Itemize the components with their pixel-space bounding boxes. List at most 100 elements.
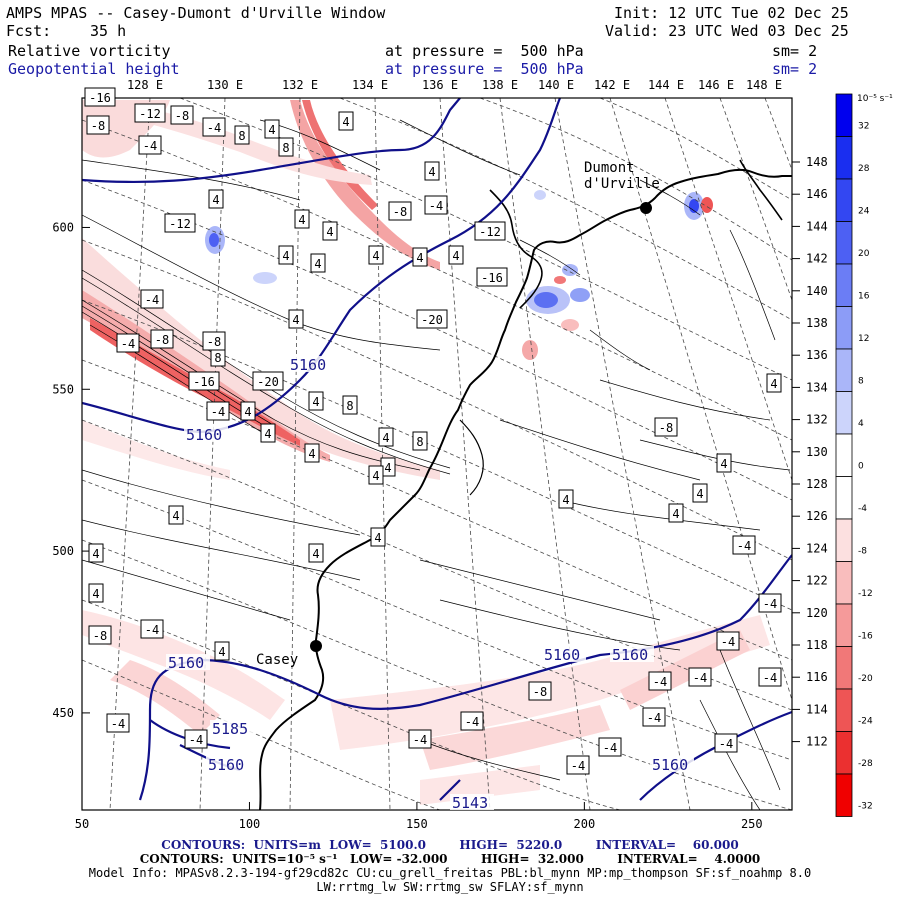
vorticity-contour-label: -4	[693, 671, 707, 685]
vorticity-contour-label: -4	[763, 597, 777, 611]
right-axis-label: 142 E	[806, 252, 842, 266]
vorticity-label-box	[168, 505, 184, 525]
vorticity-contour-label: 4	[372, 469, 379, 483]
vorticity-label-box	[170, 105, 194, 125]
vorticity-contour-label: 4	[314, 257, 321, 271]
height-contour-label: 5160	[612, 646, 648, 664]
vorticity-contour-label: 4	[384, 461, 391, 475]
longitude-label: 138 E	[482, 78, 518, 92]
x-tick-label: 200	[574, 817, 596, 831]
vorticity-contour-label: 4	[326, 225, 333, 239]
footer-height-contours: CONTOURS: UNITS=m LOW= 5100.0 HIGH= 5220…	[161, 838, 739, 852]
vorticity-label-box	[692, 483, 708, 503]
x-axis: 50 100 150 200 250	[75, 802, 763, 831]
right-axis-label: 130 E	[806, 445, 842, 459]
vorticity-label-box	[368, 465, 384, 485]
colorbar-label: 28	[858, 164, 870, 174]
valid-time: Valid: 23 UTC Wed 03 Dec 25	[605, 22, 849, 40]
height-contour-label: 5160	[544, 646, 580, 664]
vorticity-label-box	[150, 329, 174, 349]
vorticity-label-box	[598, 737, 622, 757]
colorbar-swatch	[835, 391, 853, 435]
vorticity-contour-label: 4	[244, 405, 251, 419]
right-axis-label: 132 E	[806, 413, 842, 427]
vorticity-contour-label: -12	[169, 217, 191, 231]
colorbar-swatch	[835, 476, 853, 520]
station-label: Dumont	[584, 160, 635, 176]
right-axis-label: 116 E	[806, 670, 842, 684]
station-label: Casey	[256, 652, 298, 668]
height-contour-label: 5160	[168, 654, 204, 672]
colorbar-label: 4	[858, 419, 864, 429]
vorticity-contour-label: 4	[672, 507, 679, 521]
y-axis: 450 500 550 600	[52, 220, 90, 720]
footer-vorticity-contours: CONTOURS: UNITS=10⁻⁵ s⁻¹ LOW= -32.000 HI…	[139, 852, 761, 866]
vorticity-contour-label: -8	[155, 333, 169, 347]
longitude-label: 132 E	[282, 78, 318, 92]
colorbar-swatch	[835, 773, 853, 817]
vorticity-contour-label: 4	[308, 447, 315, 461]
vorticity-label-box	[412, 431, 428, 451]
colorbar-label: -24	[858, 717, 873, 727]
right-axis-label: 128 E	[806, 477, 842, 491]
x-tick-label: 250	[741, 817, 763, 831]
vorticity-contour-label: -16	[481, 271, 503, 285]
colorbar-swatch	[835, 688, 853, 732]
right-axis-label: 148 E	[806, 155, 842, 169]
vorticity-contour-label: -8	[393, 205, 407, 219]
height-contour-labels: 5160 5160 5160 5160 5160 5185 5160 5160 5143	[166, 356, 694, 812]
colorbar-swatch	[835, 433, 853, 477]
vorticity-label-box	[304, 443, 320, 463]
height-contour-label: 5160	[652, 756, 688, 774]
right-axis-label: 134 E	[806, 380, 842, 394]
forecast-hour: 35 h	[90, 22, 127, 40]
height-contour-label: 5143	[452, 794, 488, 812]
vorticity-contour-label: -4	[145, 293, 159, 307]
inland-boundary	[489, 189, 543, 309]
vorticity-label-box	[252, 371, 284, 391]
vorticity-label-box	[528, 681, 552, 701]
vorticity-contour-label: 4	[720, 457, 727, 471]
vorticity-label-box	[668, 503, 684, 523]
vorticity-contour-label: -20	[421, 313, 443, 327]
longitude-label: 136 E	[422, 78, 458, 92]
vorticity-contour-label: -4	[121, 337, 135, 351]
vorticity-contour-label: -4	[413, 733, 427, 747]
vorticity-contour-label: 4	[770, 377, 777, 391]
forecast-label: Fcst:	[6, 22, 52, 40]
longitude-label: 130 E	[207, 78, 243, 92]
vorticity-contour-label: -4	[763, 671, 777, 685]
colorbar-label: -32	[858, 802, 873, 812]
height-contour-label: 5160	[186, 426, 222, 444]
station-dot	[310, 640, 322, 652]
field1-name: Relative vorticity	[8, 42, 171, 60]
vorticity-contour-label: 4	[218, 645, 225, 659]
colorbar-swatch	[835, 646, 853, 690]
vorticity-contour-label: -8	[533, 685, 547, 699]
vorticity-label-box	[140, 289, 164, 309]
vorticity-contour-label: 4	[172, 509, 179, 523]
vorticity-contour-label: 4	[268, 123, 275, 137]
vorticity-contour-label: -8	[207, 335, 221, 349]
vorticity-contour-label: -4	[721, 635, 735, 649]
graticule	[82, 98, 792, 810]
vorticity-contour-label: -12	[139, 107, 161, 121]
vorticity-label-box	[214, 641, 230, 661]
colorbar-unit: 10⁻⁵ s⁻¹	[857, 94, 893, 104]
vorticity-label-box	[474, 221, 506, 241]
longitude-label: 140 E	[538, 78, 574, 92]
vorticity-label-box	[412, 247, 428, 267]
longitude-labels: 128 E 130 E 132 E 134 E 136 E 138 E 140 E 142 E…	[127, 78, 782, 92]
right-axis-label: 114 E	[806, 702, 842, 716]
field2-name: Geopotential height	[8, 60, 180, 78]
vorticity-label-box	[240, 401, 256, 421]
vorticity-contour-label: -8	[91, 119, 105, 133]
vorticity-label-box	[184, 729, 208, 749]
vorticity-label-box	[566, 755, 590, 775]
vorticity-label-box	[164, 213, 196, 233]
colorbar-label: 0	[858, 462, 864, 472]
vorticity-label-box	[106, 713, 130, 733]
x-tick-label: 150	[406, 817, 428, 831]
